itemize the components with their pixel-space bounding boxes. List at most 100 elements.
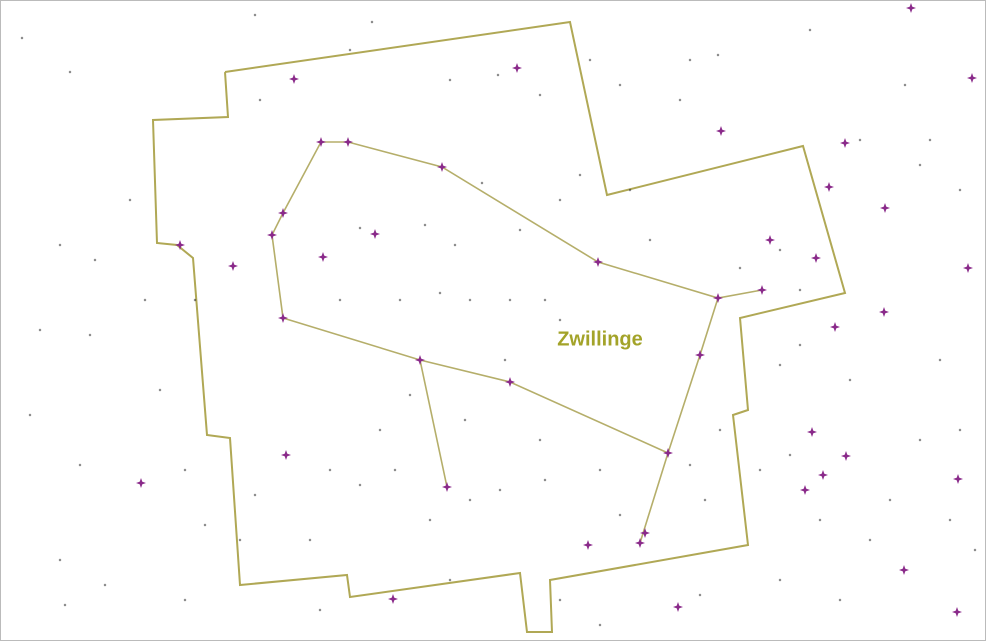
bright-star: [811, 253, 821, 263]
faint-star: [538, 438, 542, 442]
faint-star: [628, 188, 632, 192]
faint-star: [598, 623, 602, 627]
faint-star: [448, 578, 452, 582]
faint-star: [158, 388, 162, 392]
faint-star: [798, 343, 802, 347]
faint-star: [93, 258, 97, 262]
faint-star: [716, 53, 720, 57]
bright-star: [512, 63, 522, 73]
faint-star: [678, 98, 682, 102]
faint-star: [20, 36, 24, 40]
faint-star: [903, 83, 907, 87]
faint-star: [88, 333, 92, 337]
faint-star: [338, 298, 342, 302]
faint-star: [718, 428, 722, 432]
bright-star: [343, 137, 353, 147]
faint-star: [468, 298, 472, 302]
bright-star: [388, 594, 398, 604]
faint-star: [448, 78, 452, 82]
faint-star: [370, 20, 374, 24]
faint-star: [258, 98, 262, 102]
bright-star: [278, 313, 288, 323]
bright-star: [879, 307, 889, 317]
bright-star: [175, 240, 185, 250]
bright-star: [967, 73, 977, 83]
faint-star: [308, 538, 312, 542]
faint-star: [128, 198, 132, 202]
faint-star: [408, 393, 412, 397]
faint-star: [808, 28, 812, 32]
faint-star: [423, 223, 427, 227]
faint-star: [888, 498, 892, 502]
bright-star: [318, 252, 328, 262]
faint-star: [558, 598, 562, 602]
bright-star: [841, 451, 851, 461]
bright-star: [505, 377, 515, 387]
faint-star: [203, 523, 207, 527]
constellation-name: Zwillinge: [557, 328, 643, 350]
stick-line: [419, 359, 448, 488]
faint-star: [738, 266, 742, 270]
faint-star: [958, 428, 962, 432]
faint-star: [318, 608, 322, 612]
faint-star: [578, 173, 582, 177]
bright-star: [716, 126, 726, 136]
faint-star: [78, 463, 82, 467]
bright-star: [673, 602, 683, 612]
faint-star: [848, 378, 852, 382]
faint-star: [103, 583, 107, 587]
bright-star: [370, 229, 380, 239]
faint-star: [918, 163, 922, 167]
faint-star: [58, 558, 62, 562]
faint-star: [838, 598, 842, 602]
faint-star: [798, 288, 802, 292]
bright-star: [818, 470, 828, 480]
faint-star: [543, 478, 547, 482]
faint-star: [183, 598, 187, 602]
bright-star: [713, 293, 723, 303]
faint-star: [973, 548, 977, 552]
faint-star: [183, 468, 187, 472]
faint-star: [38, 328, 42, 332]
faint-star: [378, 428, 382, 432]
stars: [20, 3, 977, 627]
faint-star: [778, 578, 782, 582]
faint-star: [28, 413, 32, 417]
faint-star: [928, 138, 932, 142]
faint-star: [508, 298, 512, 302]
faint-star: [468, 498, 472, 502]
faint-star: [518, 228, 522, 232]
bright-star: [757, 285, 767, 295]
faint-star: [648, 238, 652, 242]
bright-star: [267, 230, 277, 240]
bright-star: [415, 355, 425, 365]
faint-star: [558, 318, 562, 322]
bright-star: [442, 482, 452, 492]
bright-star: [663, 448, 673, 458]
faint-star: [538, 93, 542, 97]
faint-star: [688, 58, 692, 62]
bright-star: [824, 182, 834, 192]
faint-star: [703, 498, 707, 502]
bright-star: [963, 263, 973, 273]
faint-star: [358, 226, 362, 230]
stick-line: [639, 297, 719, 544]
faint-star: [618, 83, 622, 87]
faint-star: [348, 48, 352, 52]
faint-star: [698, 593, 702, 597]
faint-star: [858, 138, 862, 142]
bright-star: [953, 474, 963, 484]
faint-star: [428, 518, 432, 522]
faint-star: [938, 358, 942, 362]
bright-star: [583, 540, 593, 550]
bright-star: [593, 257, 603, 267]
faint-star: [496, 73, 500, 77]
faint-star: [63, 603, 67, 607]
faint-star: [948, 518, 952, 522]
bright-star: [880, 203, 890, 213]
faint-star: [918, 438, 922, 442]
faint-star: [868, 538, 872, 542]
bright-star: [840, 138, 850, 148]
